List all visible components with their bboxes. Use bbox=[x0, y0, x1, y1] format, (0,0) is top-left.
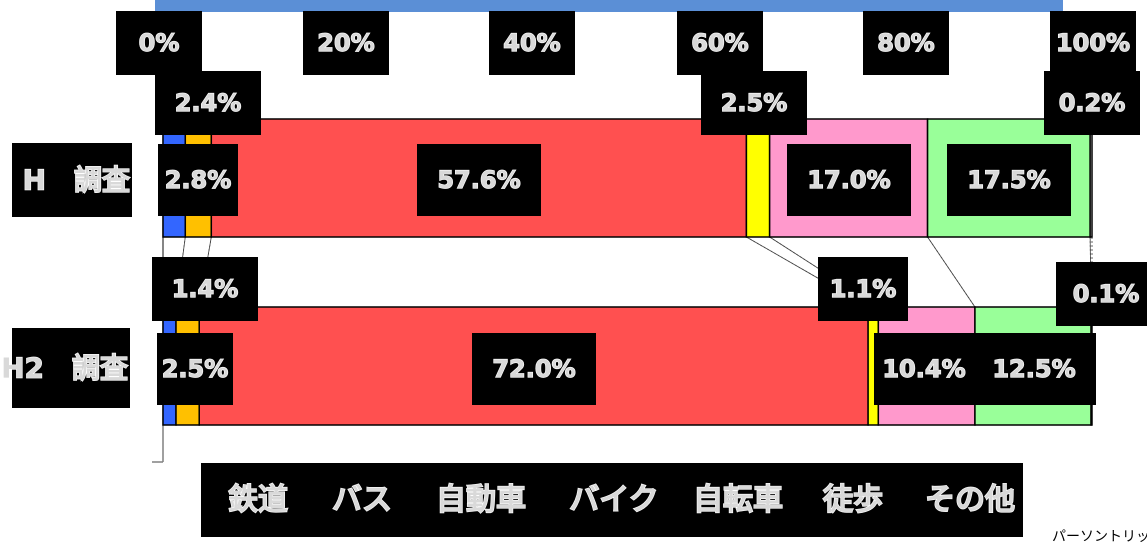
data-label-0-1-box bbox=[158, 144, 238, 216]
data-labels: 2.4% 1.4% 2.8% 2.5% 57.6% 72.0% 2.5% 1.1% 17.0% 1… bbox=[152, 71, 1147, 405]
data-label-0-4-text: 17.0% bbox=[807, 166, 890, 194]
data-label-0-6-text: 0.2% bbox=[1059, 89, 1126, 117]
bar-segment-0-6 bbox=[1089, 118, 1093, 238]
legend-entry-2: 自動車 bbox=[436, 483, 526, 518]
data-label-1-5: 12.5% bbox=[972, 333, 1096, 405]
data-label-0-0-box bbox=[155, 71, 261, 135]
x-tick-label-0-text: 0% bbox=[139, 29, 180, 57]
x-tick-label-2: 40% bbox=[489, 11, 575, 75]
legend-entry-5: 徒歩 bbox=[822, 483, 883, 518]
data-label-0-5-box bbox=[947, 144, 1071, 216]
data-label-1-5-text: 12.5% bbox=[992, 355, 1075, 383]
data-label-0-4: 17.0% bbox=[787, 144, 911, 216]
data-label-1-3: 1.1% bbox=[818, 257, 908, 321]
data-label-1-0: 1.4% bbox=[152, 257, 258, 321]
legend-entry-4: 自転車 bbox=[693, 483, 783, 518]
legend-box bbox=[201, 463, 1023, 537]
category-labels: H 調査 H2 調査 bbox=[0, 143, 132, 408]
data-label-0-3: 2.5% bbox=[701, 71, 807, 135]
data-label-1-5-box bbox=[972, 333, 1096, 405]
data-label-1-1-box bbox=[157, 333, 233, 405]
x-tick-label-4-text: 80% bbox=[877, 29, 934, 57]
data-label-1-3-text: 1.1% bbox=[830, 275, 897, 303]
data-label-0-5: 17.5% bbox=[947, 144, 1071, 216]
category-label-1: H2 調査 bbox=[0, 328, 130, 408]
data-label-0-0-text: 2.4% bbox=[175, 89, 242, 117]
x-tick-label-3-text: 60% bbox=[691, 29, 748, 57]
x-tick-label-5: 100% bbox=[1050, 11, 1136, 75]
data-label-1-1-text: 2.5% bbox=[162, 355, 229, 383]
legend-entry-3: バイク bbox=[569, 483, 658, 518]
data-label-1-4-box bbox=[874, 333, 974, 405]
x-tick-label-1-text: 20% bbox=[317, 29, 374, 57]
data-label-0-3-text: 2.5% bbox=[721, 89, 788, 117]
data-label-0-2-text: 57.6% bbox=[437, 166, 520, 194]
x-tick-label-0: 0% bbox=[116, 11, 202, 75]
data-label-1-6-box bbox=[1056, 262, 1147, 326]
data-label-0-1-text: 2.8% bbox=[165, 166, 232, 194]
data-label-1-2-text: 72.0% bbox=[492, 355, 575, 383]
category-label-1-box bbox=[12, 328, 130, 408]
data-label-0-4-box bbox=[787, 144, 911, 216]
x-tick-label-1-box bbox=[303, 11, 389, 75]
source-footnote: パーソントリップ調 bbox=[1052, 529, 1147, 545]
data-label-0-1: 2.8% bbox=[158, 144, 238, 216]
data-label-0-2-box bbox=[417, 144, 541, 216]
data-label-1-0-box bbox=[152, 257, 258, 321]
data-label-0-6: 0.2% bbox=[1044, 71, 1140, 135]
top-blue-band bbox=[155, 0, 1063, 12]
x-tick-label-3: 60% bbox=[677, 11, 763, 75]
value-axis: 0% 20% 40% 60% 80% 100% bbox=[116, 11, 1136, 463]
x-tick-label-4-box bbox=[863, 11, 949, 75]
data-label-1-1: 2.5% bbox=[157, 333, 233, 405]
data-label-1-3-box bbox=[818, 257, 908, 321]
x-tick-label-5-box bbox=[1050, 11, 1136, 75]
data-label-1-4: 10.4% bbox=[874, 333, 974, 405]
data-label-1-2: 72.0% bbox=[472, 333, 596, 405]
legend: 鉄道 バス 自動車 バイク 自転車 徒歩 その他 bbox=[201, 463, 1023, 537]
data-label-0-2: 57.6% bbox=[417, 144, 541, 216]
x-tick-label-3-box bbox=[677, 11, 763, 75]
data-label-0-5-text: 17.5% bbox=[967, 166, 1050, 194]
legend-entry-1: バス bbox=[332, 483, 392, 518]
data-label-1-4-text: 10.4% bbox=[882, 355, 965, 383]
x-tick-label-5-text: 100% bbox=[1056, 29, 1130, 57]
x-tick-label-1: 20% bbox=[303, 11, 389, 75]
category-label-0: H 調査 bbox=[12, 143, 132, 217]
data-label-0-3-box bbox=[701, 71, 807, 135]
x-tick-label-0-box bbox=[116, 11, 202, 75]
legend-entry-0: 鉄道 bbox=[228, 483, 288, 518]
category-label-1-text: H2 調査 bbox=[1, 352, 128, 385]
category-label-0-text: H 調査 bbox=[23, 164, 130, 197]
x-tick-label-2-box bbox=[489, 11, 575, 75]
data-label-1-0-text: 1.4% bbox=[172, 275, 239, 303]
bar-segment-0-3 bbox=[745, 118, 771, 238]
x-tick-label-2-text: 40% bbox=[503, 29, 560, 57]
data-label-1-6-text: 0.1% bbox=[1073, 280, 1140, 308]
data-label-0-6-box bbox=[1044, 71, 1140, 135]
data-label-0-0: 2.4% bbox=[155, 71, 261, 135]
category-label-0-box bbox=[12, 143, 132, 217]
data-label-1-2-box bbox=[472, 333, 596, 405]
x-tick-label-4: 80% bbox=[863, 11, 949, 75]
series-line-5-0 bbox=[927, 236, 976, 308]
data-label-1-6: 0.1% bbox=[1056, 262, 1147, 326]
series-lines bbox=[162, 236, 1093, 308]
legend-entry-6: その他 bbox=[925, 483, 1015, 518]
